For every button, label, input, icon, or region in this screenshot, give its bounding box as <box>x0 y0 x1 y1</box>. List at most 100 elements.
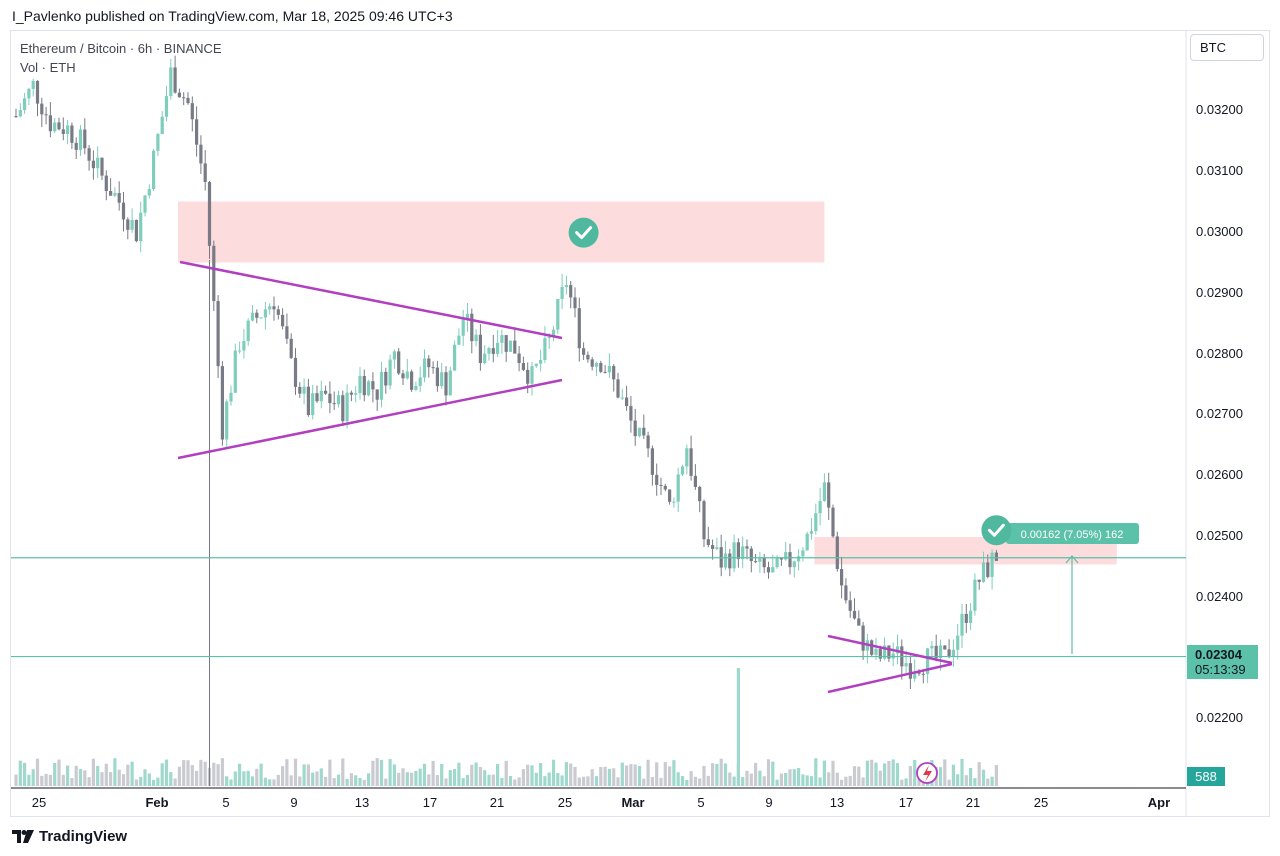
candle-body <box>186 97 190 104</box>
candle-body <box>444 372 448 396</box>
candle-body <box>478 334 482 364</box>
candle-body <box>930 645 934 649</box>
candle-body <box>233 350 237 393</box>
pattern-upper-trendline[interactable] <box>827 634 953 665</box>
volume-bar <box>40 775 44 786</box>
volume-bar <box>259 763 263 786</box>
volume-bar <box>182 760 186 786</box>
measure-tool[interactable]: 0.00162 (7.05%) 162 <box>1006 523 1139 654</box>
candle-body <box>629 406 633 421</box>
candle-body <box>603 371 607 373</box>
candle-body <box>857 618 861 626</box>
price-axis[interactable]: 0.03200 0.03100 0.03000 0.02900 0.02800 0.027… <box>1196 102 1243 786</box>
triangle-pattern-1[interactable] <box>177 260 563 460</box>
flash-icon[interactable] <box>916 762 938 784</box>
candle-body <box>840 568 844 586</box>
measure-arrowhead <box>1065 555 1079 564</box>
candle-body <box>483 353 487 364</box>
volume-bar <box>560 775 564 786</box>
candle-body <box>883 645 887 659</box>
currency-selector[interactable]: BTC <box>1190 34 1264 61</box>
footer-brand[interactable]: TradingView <box>12 828 127 845</box>
candle-body <box>754 561 758 563</box>
pattern-lower-trendline[interactable] <box>177 378 563 460</box>
volume-bar <box>861 777 865 786</box>
candle-body <box>431 367 435 369</box>
candle-body <box>392 351 396 360</box>
volume-bar <box>642 778 646 786</box>
candle-body <box>534 363 538 367</box>
volume-bar <box>453 769 457 786</box>
volume-bar <box>947 779 951 786</box>
volume-bar <box>754 762 758 786</box>
symbol-legend[interactable]: Ethereum / Bitcoin · 6h · BINANCE Vol · … <box>20 39 222 77</box>
time-tick-label: 9 <box>290 795 297 810</box>
time-axis[interactable]: 25 Feb 5 9 13 17 21 25 Mar 5 9 13 17 21 25 Apr <box>32 795 1170 810</box>
candle-body <box>513 340 517 354</box>
volume-bar <box>418 768 422 786</box>
volume-bar <box>530 765 534 786</box>
candle-body <box>293 357 298 387</box>
volume-bar <box>973 778 977 786</box>
volume-bar <box>951 764 955 786</box>
volume-bar <box>263 777 267 786</box>
triangle-pattern-2[interactable] <box>827 634 953 694</box>
candle-body <box>646 435 650 449</box>
volume-bar <box>392 764 396 786</box>
time-tick-label: 9 <box>765 795 772 810</box>
volume-bar <box>220 758 224 786</box>
time-tick-label: 13 <box>355 795 369 810</box>
volume-bar <box>508 775 513 786</box>
symbol-title[interactable]: Ethereum / Bitcoin · 6h · BINANCE <box>20 41 222 56</box>
volume-bar <box>401 768 405 786</box>
candle-body <box>908 663 912 679</box>
candle-body <box>362 376 366 396</box>
candle-body <box>182 97 186 99</box>
volume-bar <box>629 764 633 786</box>
candle-body <box>874 648 878 655</box>
volume-legend[interactable]: Vol · ETH <box>20 60 76 75</box>
volume-bar <box>229 779 233 786</box>
volume-bar <box>943 759 947 786</box>
volume-bar <box>857 766 861 786</box>
volume-bar <box>547 772 551 786</box>
candle-body <box>40 103 44 115</box>
candle-body <box>693 475 697 487</box>
candle-body <box>758 557 762 562</box>
volume-bar <box>113 758 117 786</box>
candle-body <box>435 367 439 387</box>
candle-body <box>401 373 405 379</box>
candle-body <box>633 420 637 437</box>
candle-body <box>698 486 702 502</box>
volume-bar <box>371 760 375 786</box>
candle-body <box>547 337 551 339</box>
volume-bar <box>121 774 126 786</box>
candle-body <box>91 160 95 169</box>
volume-bar <box>375 758 379 786</box>
pattern-lower-trendline[interactable] <box>827 662 953 694</box>
volume-bar <box>91 758 95 786</box>
candle-body <box>48 115 52 132</box>
candle-body <box>831 507 835 537</box>
volume-bar <box>964 775 968 786</box>
volume-bar <box>250 776 255 786</box>
candle-body <box>332 403 336 405</box>
volume-bar <box>766 759 771 786</box>
volume-bar <box>134 779 138 786</box>
volume-bar <box>130 761 134 786</box>
candle-body <box>960 613 964 636</box>
volume-bar <box>616 777 620 786</box>
candle-body <box>23 98 27 111</box>
volume-bar <box>362 779 366 786</box>
price-tick-label: 0.02500 <box>1196 528 1243 543</box>
volume-bar <box>891 759 895 786</box>
candle-body <box>521 363 525 370</box>
pattern-upper-trendline[interactable] <box>179 260 563 340</box>
candle-body <box>336 395 341 405</box>
volume-bar <box>70 778 74 786</box>
candle-body <box>341 395 345 422</box>
candle-body <box>913 672 917 679</box>
volume-bar <box>272 779 276 786</box>
candle-body <box>61 129 65 134</box>
